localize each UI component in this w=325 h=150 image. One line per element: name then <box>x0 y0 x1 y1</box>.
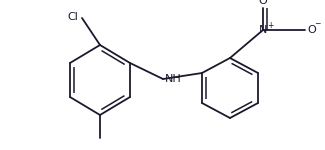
Text: Cl: Cl <box>67 12 78 22</box>
Text: NH: NH <box>165 74 182 84</box>
Text: O: O <box>259 0 267 6</box>
Text: N: N <box>259 25 267 35</box>
Text: −: − <box>314 20 320 28</box>
Text: +: + <box>267 21 273 30</box>
Text: O: O <box>307 25 316 35</box>
